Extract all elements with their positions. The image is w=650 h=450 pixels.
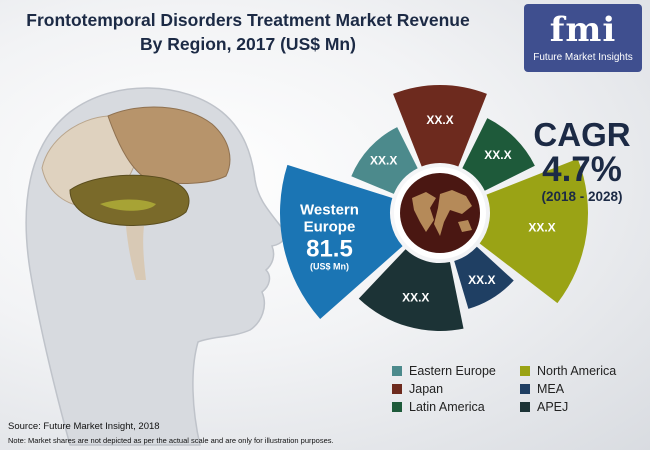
legend-item: North America: [520, 364, 642, 378]
chart-title-line2: By Region, 2017 (US$ Mn): [140, 34, 356, 54]
cagr-callout: CAGR 4.7% (2018 - 2028): [520, 118, 644, 206]
legend-swatch: [520, 384, 530, 394]
slice-value-label: XX.X: [528, 220, 555, 234]
pie-slice-mea: [454, 246, 514, 309]
globe-hub: [394, 167, 486, 259]
legend-item: Eastern Europe: [392, 364, 520, 378]
brain-front: [107, 106, 231, 184]
head-illustration: [25, 87, 286, 446]
brain-stem: [126, 226, 146, 280]
slice-value-label: XX.X: [484, 148, 511, 162]
cagr-label: CAGR: [533, 116, 631, 153]
legend-swatch: [520, 402, 530, 412]
slice-value-label: XX.X: [426, 113, 453, 127]
legend-swatch: [392, 402, 402, 412]
legend-label: North America: [537, 364, 617, 378]
disclaimer-note: Note: Market shares are not depicted as …: [8, 436, 334, 445]
pie-slice-apej: [358, 249, 464, 331]
legend-label: Latin America: [409, 400, 485, 414]
legend-swatch: [392, 384, 402, 394]
legend-label: Eastern Europe: [409, 364, 496, 378]
slice-value-label: XX.X: [468, 273, 495, 287]
slice-value-label: 81.5: [306, 235, 353, 262]
pie-slice-japan: [393, 84, 487, 167]
region-pie-chart: [280, 84, 588, 331]
cagr-value: 4.7%: [542, 150, 622, 189]
slice-name-line1: Western: [300, 201, 359, 218]
chart-title: Frontotemporal Disorders Treatment Marke…: [8, 8, 488, 56]
legend-item: Latin America: [392, 400, 520, 414]
slice-value-label: XX.X: [402, 291, 429, 305]
logo-mark: fmi: [549, 10, 617, 50]
continent-eurafrica: [434, 190, 472, 236]
pie-slice-eastern-europe: [351, 127, 418, 194]
legend-item: MEA: [520, 382, 642, 396]
legend-label: Japan: [409, 382, 444, 396]
pie-slice-western-europe: [280, 164, 403, 320]
pie-slice-latin-america: [462, 118, 535, 191]
cagr-period: (2018 - 2028): [541, 189, 623, 204]
legend-swatch: [520, 366, 530, 376]
legend-item: APEJ: [520, 400, 642, 414]
slice-value-label: XX.X: [370, 153, 397, 167]
legend-label: APEJ: [537, 400, 569, 414]
legend-item: Japan: [392, 382, 520, 396]
brain-highlight: [100, 199, 156, 211]
chart-legend: Eastern Europe North America Japan MEA L…: [392, 364, 642, 414]
continent-americas: [412, 192, 436, 232]
pie-slice-north-america: [479, 158, 588, 304]
legend-swatch: [392, 366, 402, 376]
slice-labels: XX.X XX.X XX.X XX.X XX.X XX.X WesternEurope81.…: [300, 113, 556, 305]
continent-oceania: [458, 220, 472, 232]
legend-label: MEA: [537, 382, 565, 396]
chart-title-line1: Frontotemporal Disorders Treatment Marke…: [26, 10, 470, 30]
fmi-logo: fmi Future Market Insights: [524, 4, 642, 72]
logo-company-name: Future Market Insights: [533, 52, 633, 63]
source-note: Source: Future Market Insight, 2018: [8, 421, 160, 432]
slice-name-line2: Europe: [304, 218, 356, 235]
slice-unit-label: (US$ Mn): [310, 261, 349, 271]
